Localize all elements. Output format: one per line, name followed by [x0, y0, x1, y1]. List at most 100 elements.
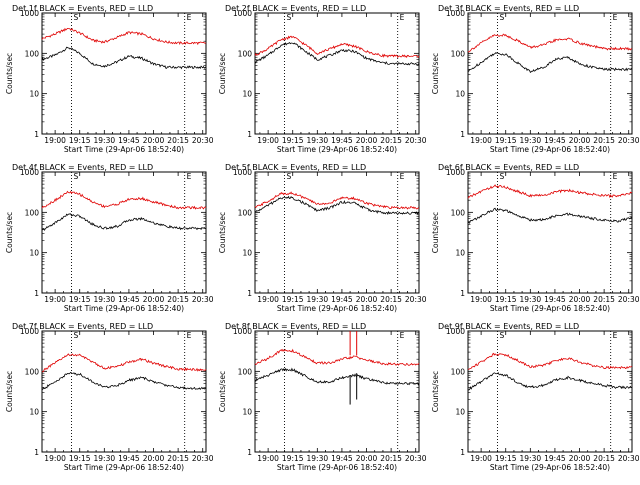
x-tick-label: 19:15 [495, 454, 517, 463]
y-tick-label: 1000 [446, 327, 465, 336]
x-tick-label: 20:30 [618, 295, 640, 304]
y-tick-label: 10 [242, 90, 252, 99]
x-tick-label: 19:15 [69, 295, 91, 304]
events-line [254, 367, 420, 386]
panel-title: Det 6f BLACK = Events, RED = LLD [438, 163, 579, 172]
x-tick-label: 19:15 [282, 136, 304, 145]
time-marker-label: E [187, 13, 192, 22]
plot-frame [254, 171, 420, 294]
x-tick-label: 20:15 [593, 454, 615, 463]
x-tick-label: 19:30 [307, 136, 329, 145]
y-tick-label: 1 [34, 448, 39, 457]
events-line [254, 41, 420, 66]
x-tick-label: 20:00 [143, 454, 165, 463]
events-line [41, 371, 207, 391]
y-tick-label: 10 [455, 249, 465, 258]
plot-frame [41, 12, 207, 135]
time-marker-label: E [187, 331, 192, 340]
x-tick-label: 19:45 [331, 295, 353, 304]
lld-line [41, 27, 207, 46]
panel-title: Det 1f BLACK = Events, RED = LLD [12, 4, 153, 13]
time-marker-label: S [500, 172, 505, 181]
y-axis-label: Counts/sec [431, 371, 440, 412]
x-tick-label: 20:30 [618, 454, 640, 463]
events-line [254, 195, 420, 216]
x-axis-label: Start Time (29-Apr-06 18:52:40) [64, 145, 184, 154]
events-line [467, 207, 633, 224]
panel-2: Det 2f BLACK = Events, RED = LLD 1 10 100 10… [218, 4, 427, 154]
plot-frame [41, 330, 207, 453]
x-axis-label: Start Time (29-Apr-06 18:52:40) [490, 463, 610, 472]
x-tick-label: 20:00 [569, 295, 591, 304]
panel-8: Det 8f BLACK = Events, RED = LLD 1 10 100 10… [218, 322, 427, 472]
x-tick-label: 20:30 [192, 454, 214, 463]
x-tick-label: 20:15 [167, 136, 189, 145]
panel-title: Det 7f BLACK = Events, RED = LLD [12, 322, 153, 331]
x-tick-label: 19:30 [307, 295, 329, 304]
y-tick-label: 1 [34, 289, 39, 298]
y-tick-label: 1 [247, 448, 252, 457]
events-line [41, 213, 207, 231]
y-tick-label: 100 [451, 208, 466, 217]
lld-line [467, 33, 633, 53]
x-tick-label: 20:00 [569, 454, 591, 463]
y-tick-label: 1 [460, 448, 465, 457]
y-tick-label: 10 [29, 408, 39, 417]
x-tick-label: 19:00 [257, 454, 279, 463]
y-tick-label: 100 [238, 208, 253, 217]
x-tick-label: 19:15 [282, 295, 304, 304]
lld-line [254, 348, 420, 366]
x-tick-label: 20:15 [167, 454, 189, 463]
x-tick-label: 19:45 [331, 454, 353, 463]
x-axis-label: Start Time (29-Apr-06 18:52:40) [490, 304, 610, 313]
y-tick-label: 100 [25, 208, 40, 217]
x-tick-label: 20:30 [618, 136, 640, 145]
x-tick-label: 20:15 [380, 136, 402, 145]
x-tick-label: 20:00 [143, 136, 165, 145]
y-axis-label: Counts/sec [218, 212, 227, 253]
x-tick-label: 19:45 [331, 136, 353, 145]
panel-6: Det 6f BLACK = Events, RED = LLD 1 10 100 10… [431, 163, 640, 313]
x-tick-label: 20:15 [380, 295, 402, 304]
y-tick-label: 100 [451, 49, 466, 58]
time-marker-label: S [500, 13, 505, 22]
y-tick-label: 1000 [233, 9, 252, 18]
x-tick-label: 19:15 [282, 454, 304, 463]
x-tick-label: 19:00 [44, 295, 66, 304]
x-tick-label: 19:15 [495, 295, 517, 304]
plot-frame [467, 12, 633, 135]
panel-title: Det 3f BLACK = Events, RED = LLD [438, 4, 579, 13]
x-tick-label: 19:30 [520, 295, 542, 304]
y-tick-label: 1 [247, 130, 252, 139]
lld-line [41, 353, 207, 373]
x-tick-label: 20:00 [569, 136, 591, 145]
x-tick-label: 19:00 [44, 136, 66, 145]
x-tick-label: 19:00 [44, 454, 66, 463]
y-axis-label: Counts/sec [5, 371, 14, 412]
x-tick-label: 19:30 [307, 454, 329, 463]
y-tick-label: 10 [29, 249, 39, 258]
y-axis-label: Counts/sec [431, 53, 440, 94]
x-tick-label: 20:15 [380, 454, 402, 463]
x-tick-label: 20:15 [593, 136, 615, 145]
y-tick-label: 10 [242, 249, 252, 258]
y-tick-label: 1000 [20, 327, 39, 336]
plot-frame [254, 330, 420, 453]
y-tick-label: 1000 [233, 327, 252, 336]
x-tick-label: 19:45 [544, 295, 566, 304]
y-axis-label: Counts/sec [5, 212, 14, 253]
time-marker-label: E [613, 172, 618, 181]
x-tick-label: 20:30 [405, 136, 427, 145]
x-tick-label: 19:45 [544, 454, 566, 463]
lld-line [254, 35, 420, 59]
panel-7: Det 7f BLACK = Events, RED = LLD 1 10 100 10… [5, 322, 214, 472]
x-axis-label: Start Time (29-Apr-06 18:52:40) [64, 304, 184, 313]
time-marker-label: S [74, 331, 79, 340]
x-axis-label: Start Time (29-Apr-06 18:52:40) [277, 304, 397, 313]
y-tick-label: 1 [460, 289, 465, 298]
time-marker-label: E [400, 172, 405, 181]
y-tick-label: 100 [238, 367, 253, 376]
x-tick-label: 19:30 [94, 136, 116, 145]
x-axis-label: Start Time (29-Apr-06 18:52:40) [490, 145, 610, 154]
